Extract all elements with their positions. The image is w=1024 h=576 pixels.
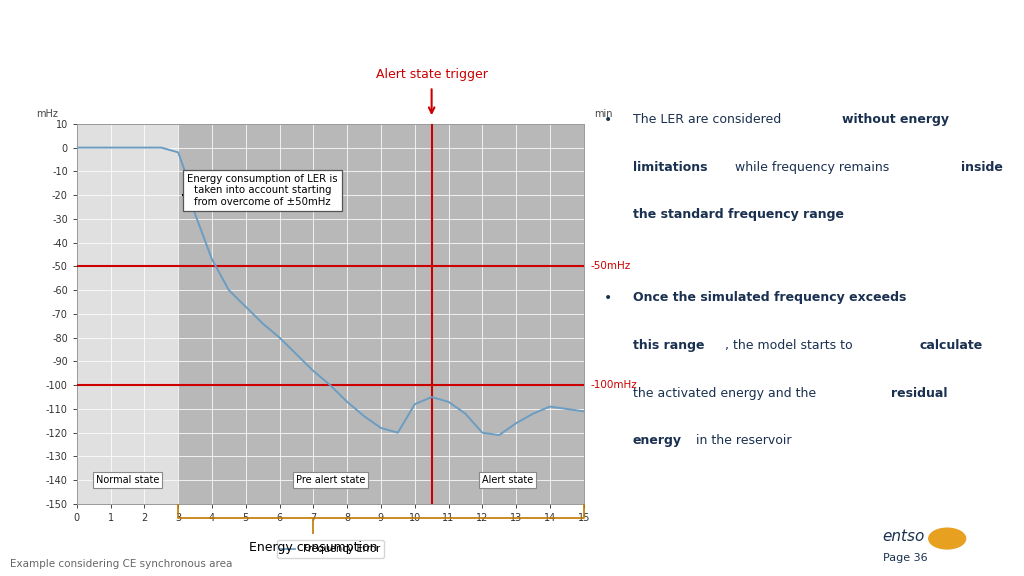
Text: -100mHz: -100mHz bbox=[591, 380, 637, 390]
Text: e: e bbox=[943, 532, 951, 545]
Text: Alert state: Alert state bbox=[482, 475, 534, 485]
Text: in the reservoir: in the reservoir bbox=[692, 434, 792, 448]
Text: -50mHz: -50mHz bbox=[591, 262, 631, 271]
Text: inside: inside bbox=[961, 161, 1002, 173]
Text: this range: this range bbox=[633, 339, 705, 352]
Bar bbox=[178, 124, 584, 504]
Text: entso: entso bbox=[883, 529, 925, 544]
Legend: Frequency Error: Frequency Error bbox=[276, 540, 384, 558]
Text: , the model starts to: , the model starts to bbox=[725, 339, 857, 352]
Text: Once the simulated frequency exceeds: Once the simulated frequency exceeds bbox=[633, 291, 906, 304]
Text: the activated energy and the: the activated energy and the bbox=[633, 386, 820, 400]
Text: mHz: mHz bbox=[36, 109, 58, 119]
Text: CBA Methodology Proposal: CBA Methodology Proposal bbox=[13, 20, 374, 44]
Text: Simulation of energy depletion of LER – SA CE: Simulation of energy depletion of LER – … bbox=[13, 57, 428, 75]
Text: min: min bbox=[594, 109, 612, 119]
Text: Normal state: Normal state bbox=[96, 475, 159, 485]
Text: Alert state trigger: Alert state trigger bbox=[376, 69, 487, 81]
Text: •: • bbox=[604, 291, 612, 305]
Text: •: • bbox=[604, 113, 612, 127]
Bar bbox=[77, 124, 178, 504]
Text: the standard frequency range: the standard frequency range bbox=[633, 209, 844, 221]
Text: residual: residual bbox=[891, 386, 947, 400]
Text: calculate: calculate bbox=[920, 339, 983, 352]
Text: Pre alert state: Pre alert state bbox=[296, 475, 365, 485]
Text: while frequency remains: while frequency remains bbox=[731, 161, 893, 173]
Text: Energy consumption of LER is
taken into account starting
from overcome of ±50mHz: Energy consumption of LER is taken into … bbox=[182, 174, 338, 207]
Text: Example considering CE synchronous area: Example considering CE synchronous area bbox=[10, 559, 232, 569]
Text: without energy: without energy bbox=[842, 113, 948, 126]
Text: Energy consumption: Energy consumption bbox=[249, 541, 378, 554]
Text: energy: energy bbox=[633, 434, 682, 448]
Text: limitations: limitations bbox=[633, 161, 708, 173]
Text: The LER are considered: The LER are considered bbox=[633, 113, 785, 126]
Text: Page 36: Page 36 bbox=[883, 554, 928, 563]
